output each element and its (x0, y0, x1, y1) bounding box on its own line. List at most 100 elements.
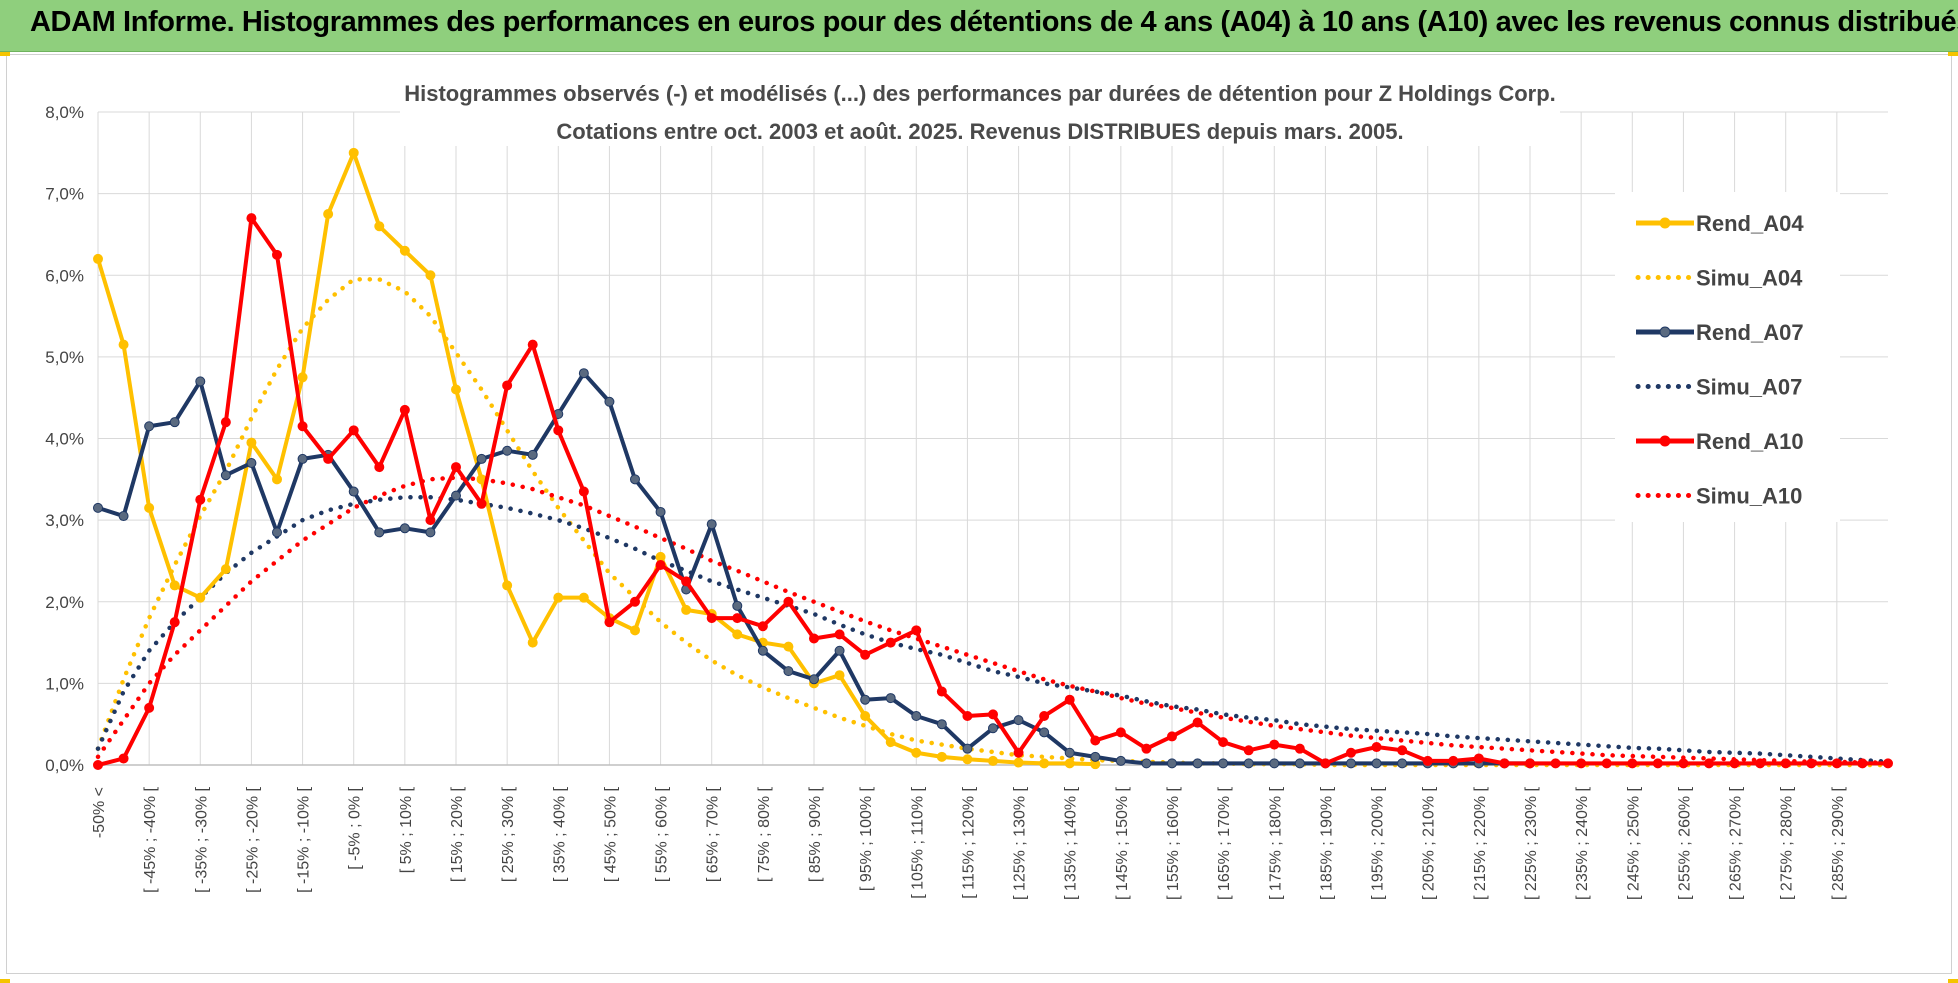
data-point-rend-a10 (527, 339, 538, 350)
y-tick-label: 2,0% (45, 593, 84, 612)
data-point-rend-a07 (527, 449, 538, 460)
data-point-rend-a07 (911, 711, 922, 722)
data-point-rend-a04 (936, 751, 947, 762)
data-point-rend-a10 (860, 649, 871, 660)
data-point-rend-a10 (1397, 745, 1408, 756)
series-line-simu-a07 (95, 495, 1891, 764)
data-point-rend-a10 (1115, 727, 1126, 738)
data-point-rend-a07 (93, 502, 103, 513)
data-point-rend-a07 (757, 645, 768, 656)
data-point-rend-a04 (297, 372, 308, 383)
data-point-rend-a10 (1243, 745, 1254, 756)
data-point-rend-a10 (118, 753, 129, 764)
x-tick-label: [ 175% ; 180% [ (1267, 786, 1284, 900)
data-point-rend-a04 (195, 592, 206, 603)
data-point-rend-a10 (1448, 755, 1459, 766)
data-point-rend-a10 (1269, 739, 1280, 750)
data-point-rend-a07 (834, 645, 845, 656)
data-point-rend-a10 (1473, 753, 1484, 764)
data-point-rend-a10 (1525, 758, 1535, 769)
data-point-rend-a04 (655, 551, 666, 562)
data-point-rend-a10 (1576, 758, 1587, 769)
data-point-rend-a04 (911, 747, 922, 758)
data-point-rend-a07 (936, 719, 947, 730)
data-point-rend-a10 (1192, 717, 1203, 728)
chart-subtitle: Cotations entre oct. 2003 et août. 2025.… (556, 119, 1403, 144)
data-point-rend-a07 (195, 376, 206, 387)
data-point-rend-a10 (1831, 758, 1842, 769)
x-tick-label: [ 115% ; 120% [ (960, 786, 977, 898)
data-point-rend-a04 (374, 221, 385, 232)
data-point-rend-a10 (272, 249, 282, 260)
x-tick-label: [ 245% ; 250% [ (1625, 786, 1642, 900)
data-point-rend-a10 (425, 515, 436, 526)
data-point-rend-a04 (118, 339, 129, 350)
data-point-rend-a04 (681, 604, 692, 615)
data-point-rend-a04 (1064, 758, 1075, 769)
data-point-rend-a10 (681, 576, 692, 587)
legend: Rend_A04 Simu_A04 Rend_A07 Simu_A07 Rend_A10… (1615, 192, 1840, 522)
data-point-rend-a07 (1218, 758, 1229, 769)
data-point-rend-a07 (706, 519, 717, 530)
legend-item-rend-a04: Rend_A04 (1636, 211, 1804, 236)
x-tick-label: [ 235% ; 240% [ (1574, 786, 1591, 900)
data-point-rend-a10 (1883, 758, 1893, 769)
data-point-rend-a07 (1294, 758, 1305, 769)
report-banner: ADAM Informe. Histogrammes des performan… (0, 0, 1958, 52)
x-tick-label: [ 35% ; 40% [ (551, 786, 568, 882)
x-tick-label: [ 65% ; 70% [ (705, 786, 722, 882)
data-point-rend-a07 (1243, 758, 1254, 769)
data-point-rend-a10 (476, 498, 487, 509)
data-point-rend-a10 (706, 613, 717, 624)
data-point-rend-a04 (630, 625, 640, 636)
data-point-rend-a07 (1371, 758, 1382, 769)
data-point-rend-a04 (885, 737, 896, 748)
y-tick-label: 0,0% (45, 756, 84, 775)
corner-mark-bottom-right (1948, 979, 1958, 983)
data-point-rend-a04 (834, 670, 845, 681)
x-tick-label: [ -35% ; -30% [ (193, 786, 210, 892)
data-point-rend-a10 (1090, 735, 1101, 746)
data-point-rend-a07 (1090, 751, 1101, 762)
data-point-rend-a07 (1141, 758, 1152, 769)
data-point-rend-a10 (655, 560, 666, 571)
data-point-rend-a10 (1013, 747, 1024, 758)
data-point-rend-a07 (1346, 758, 1356, 769)
y-tick-label: 3,0% (45, 511, 84, 530)
data-point-rend-a10 (1678, 758, 1689, 769)
data-point-rend-a07 (272, 527, 282, 538)
data-point-rend-a10 (297, 421, 308, 432)
data-point-rend-a10 (1652, 758, 1663, 769)
data-point-rend-a04 (246, 437, 257, 448)
x-tick-label: [ 275% ; 280% [ (1779, 786, 1796, 900)
data-point-rend-a10 (1371, 742, 1382, 753)
x-tick-label: [ -25% ; -20% [ (244, 786, 261, 892)
data-point-rend-a07 (885, 693, 896, 704)
corner-mark-bottom-left (0, 979, 10, 983)
data-point-rend-a10 (1857, 758, 1868, 769)
data-point-rend-a10 (757, 621, 768, 632)
legend-label-simu-a04: Simu_A04 (1696, 266, 1803, 291)
x-tick-label: [ 225% ; 230% [ (1523, 786, 1540, 900)
data-point-rend-a10 (93, 760, 103, 770)
data-point-rend-a07 (988, 723, 998, 734)
data-point-rend-a04 (1039, 758, 1050, 769)
data-point-rend-a10 (195, 494, 206, 505)
legend-marker-rend-a10 (1659, 435, 1671, 447)
data-point-rend-a10 (451, 462, 461, 473)
legend-item-simu-a10: Simu_A10 (1635, 484, 1802, 509)
data-point-rend-a10 (962, 711, 973, 722)
data-point-rend-a07 (220, 470, 231, 481)
legend-backdrop (1615, 192, 1840, 522)
legend-item-rend-a07: Rend_A07 (1636, 320, 1804, 345)
legend-label-simu-a07: Simu_A07 (1696, 375, 1802, 400)
data-point-rend-a10 (374, 462, 385, 473)
data-point-rend-a07 (732, 600, 743, 611)
data-point-rend-a10 (630, 596, 640, 607)
data-point-rend-a10 (783, 596, 794, 607)
data-point-rend-a04 (988, 755, 998, 766)
data-point-rend-a07 (118, 511, 129, 522)
data-point-rend-a07 (399, 523, 410, 534)
data-point-rend-a07 (1013, 715, 1024, 726)
